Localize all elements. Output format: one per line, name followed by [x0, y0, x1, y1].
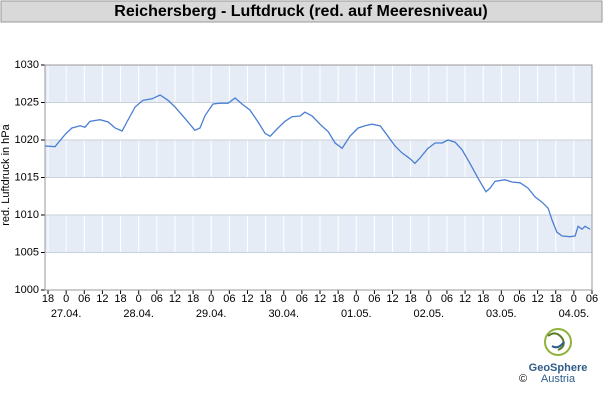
chart-title: Reichersberg - Luftdruck (red. auf Meere… — [114, 3, 487, 20]
y-tick-label: 1010 — [15, 209, 39, 221]
x-tick-label: 0 — [281, 293, 287, 305]
x-tick-label: 06 — [513, 293, 525, 305]
date-label: 27.04. — [51, 308, 82, 320]
x-tick-label: 0 — [136, 293, 142, 305]
x-tick-label: 0 — [426, 293, 432, 305]
x-tick-label: 06 — [441, 293, 453, 305]
x-tick-label: 18 — [114, 293, 126, 305]
brand-name: GeoSphere — [529, 362, 588, 374]
y-tick-label: 1020 — [15, 134, 39, 146]
band — [45, 215, 592, 253]
x-tick-label: 06 — [151, 293, 163, 305]
x-tick-label: 12 — [531, 293, 543, 305]
plot-frame — [44, 64, 593, 291]
line — [44, 94, 591, 238]
y-tick-label: 1025 — [15, 96, 39, 108]
date-label: 02.05. — [414, 308, 445, 320]
x-tick-label: 0 — [208, 293, 214, 305]
x-tick-label: 18 — [332, 293, 344, 305]
x-tick-label: 0 — [571, 293, 577, 305]
y-tick-label: 1015 — [15, 171, 39, 183]
x-tick-label: 06 — [78, 293, 90, 305]
y-axis-label: red. Luftdruck in hPa — [0, 123, 12, 225]
date-label: 28.04. — [123, 308, 154, 320]
x-tick-label: 0 — [63, 293, 69, 305]
x-tick-label: 18 — [259, 293, 271, 305]
y-tick-label: 1000 — [15, 284, 39, 296]
copyright: © — [519, 373, 527, 385]
x-tick-label: 12 — [314, 293, 326, 305]
x-tick-label: 0 — [498, 293, 504, 305]
date-label: 03.05. — [486, 308, 517, 320]
x-tick-label: 06 — [586, 293, 598, 305]
x-tick-label: 12 — [96, 293, 108, 305]
brand-sub: Austria — [541, 373, 576, 385]
x-tick-label: 12 — [169, 293, 181, 305]
band — [45, 140, 592, 178]
y-tick-label: 1005 — [15, 246, 39, 258]
date-label: 01.05. — [341, 308, 372, 320]
band — [45, 65, 592, 103]
x-tick-label: 06 — [368, 293, 380, 305]
logo — [544, 328, 572, 356]
x-tick-label: 0 — [353, 293, 359, 305]
y-tick-label: 1030 — [15, 59, 39, 71]
x-tick-label: 06 — [296, 293, 308, 305]
date-label: 29.04. — [196, 308, 227, 320]
x-tick-label: 06 — [223, 293, 235, 305]
x-tick-label: 12 — [386, 293, 398, 305]
x-tick-label: 18 — [405, 293, 417, 305]
x-tick-label: 18 — [187, 293, 199, 305]
x-tick-label: 12 — [459, 293, 471, 305]
x-tick-label: 18 — [42, 293, 54, 305]
title-bar — [0, 0, 603, 23]
x-tick-label: 18 — [550, 293, 562, 305]
x-tick-label: 12 — [241, 293, 253, 305]
date-label: 04.05. — [559, 308, 590, 320]
x-tick-label: 18 — [477, 293, 489, 305]
date-label: 30.04. — [268, 308, 299, 320]
